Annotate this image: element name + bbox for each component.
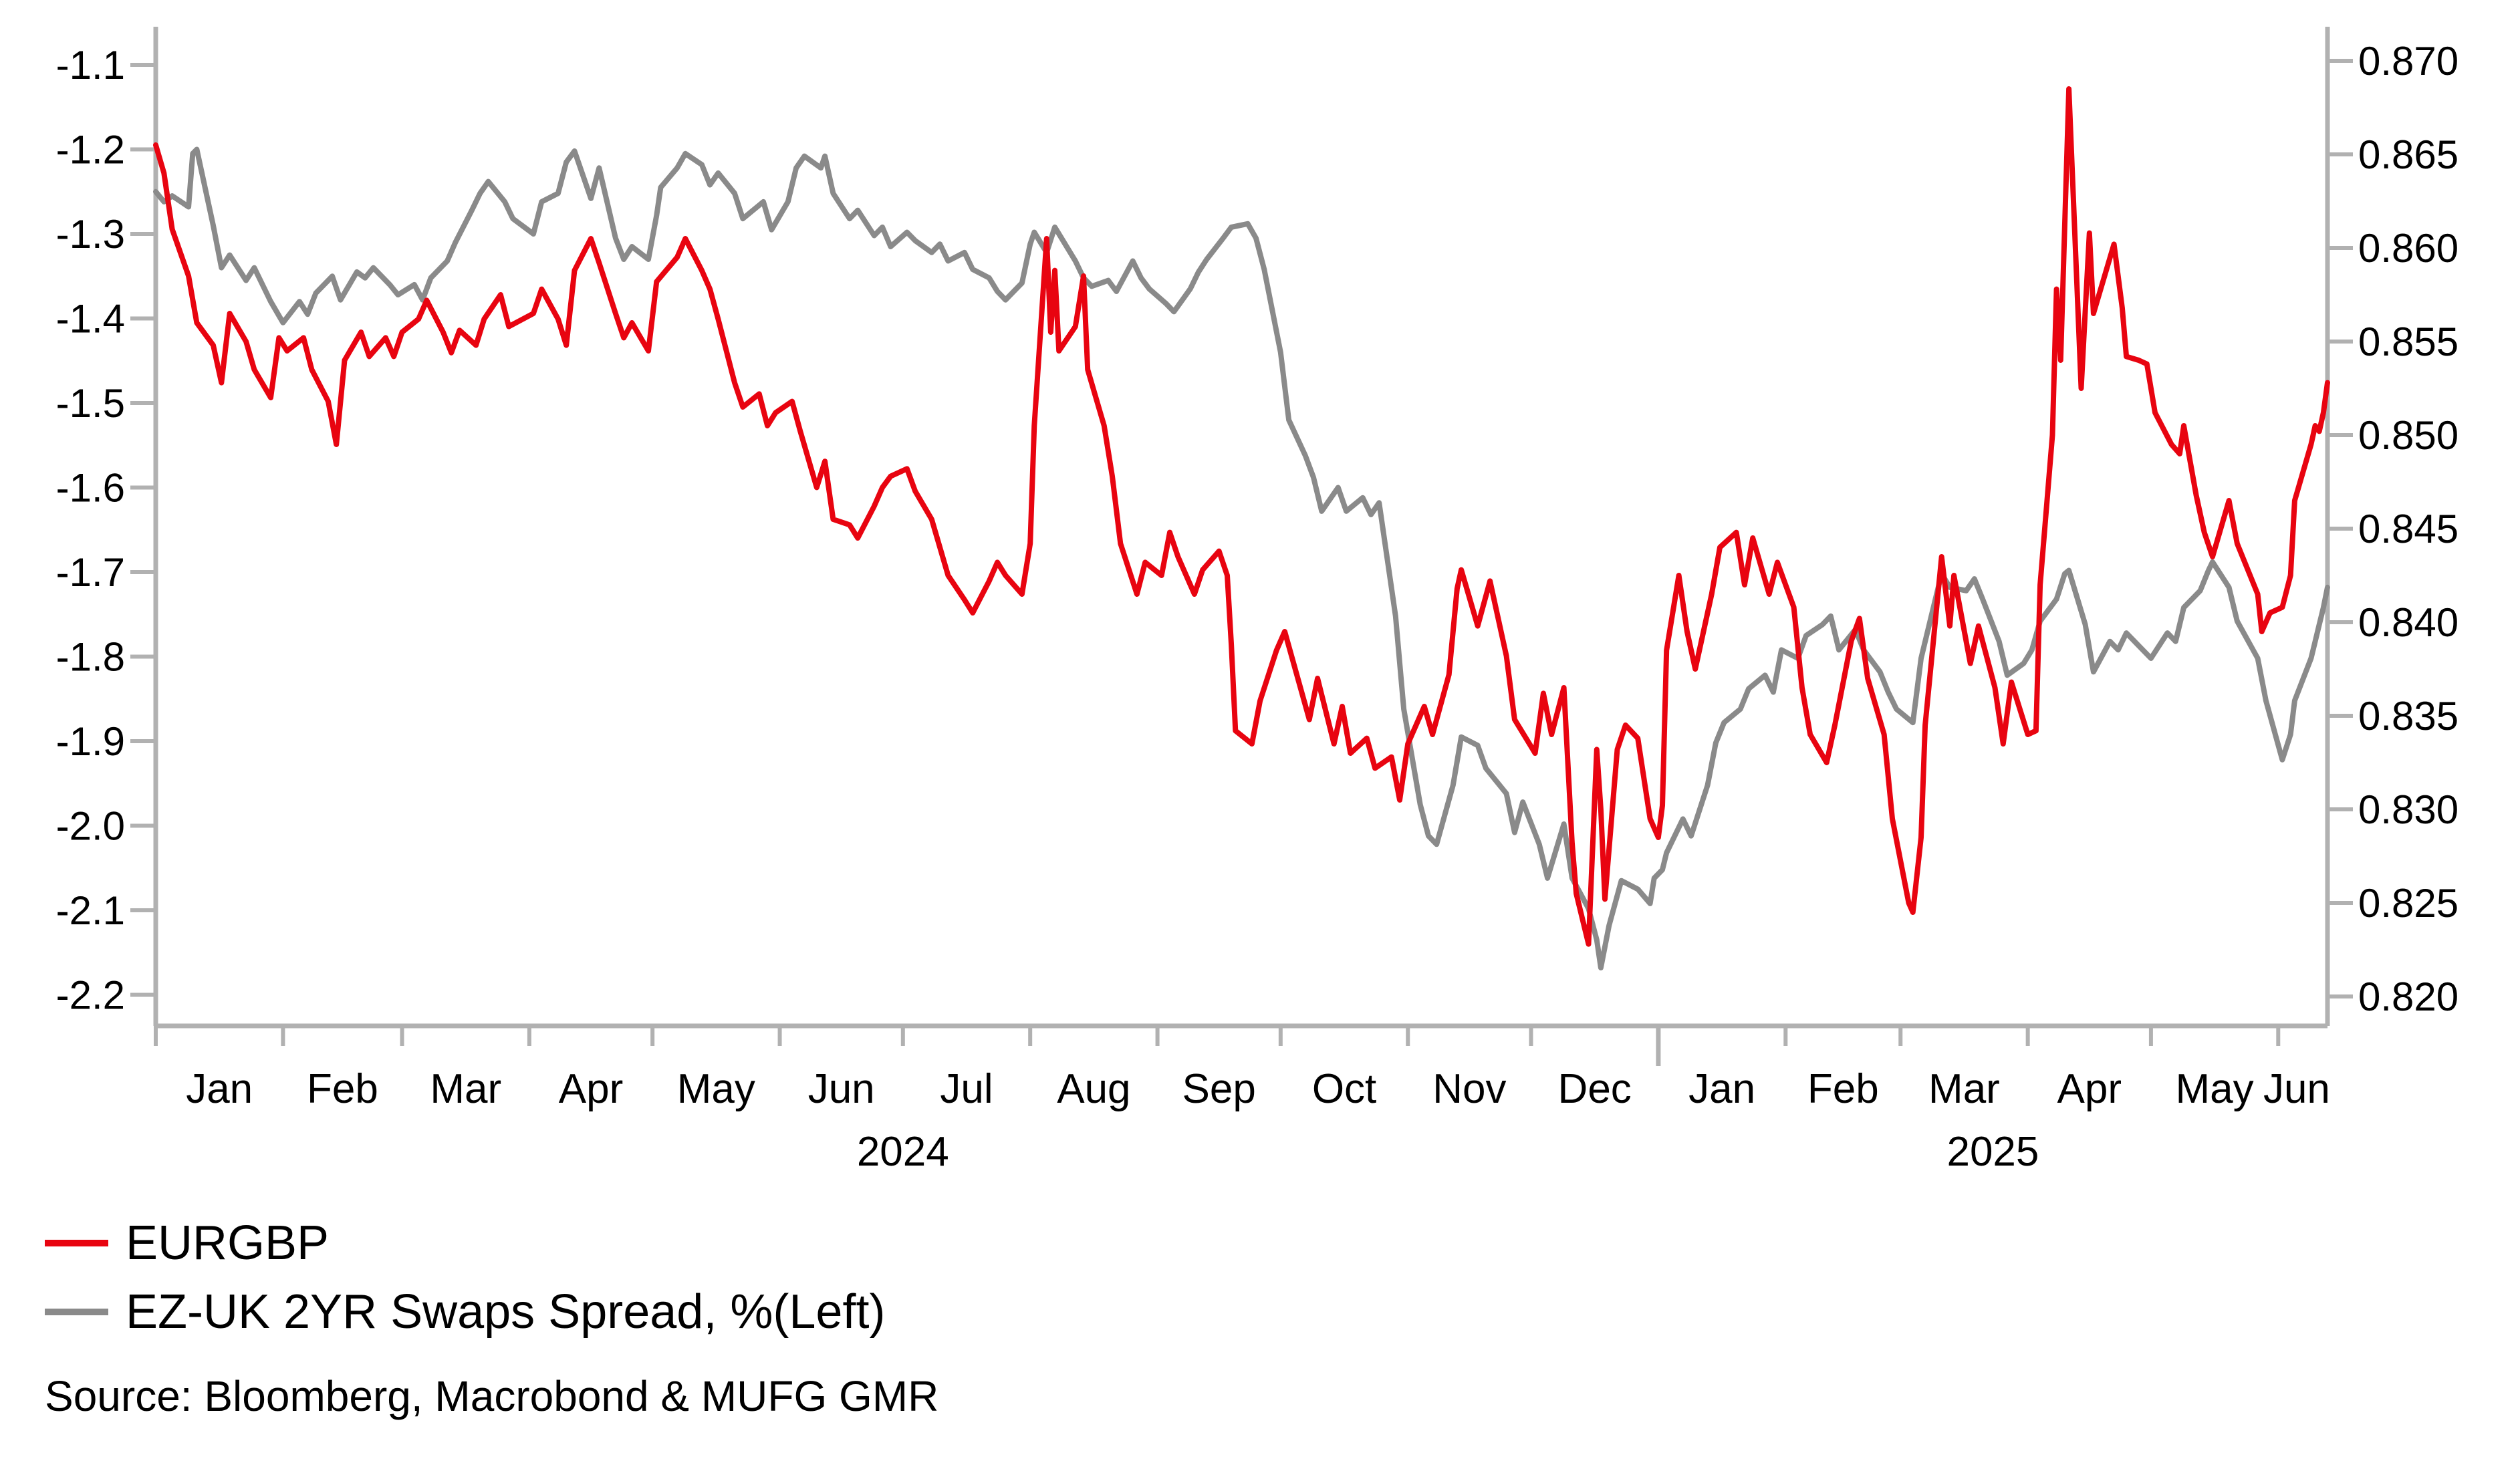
month-label: Jun: [808, 1066, 875, 1112]
left-axis-tick-label: -1.5: [56, 381, 125, 426]
left-axis-tick-label: -1.1: [56, 43, 125, 88]
month-label: Mar: [430, 1066, 501, 1112]
gray-line-swatch-icon: [45, 1308, 108, 1315]
left-axis-tick-label: -2.0: [56, 804, 125, 849]
year-label-2025: 2025: [1946, 1129, 2039, 1175]
month-label: Apr: [2057, 1066, 2122, 1112]
left-axis-tick-label: -1.4: [56, 297, 125, 342]
left-axis-tick-label: -1.2: [56, 128, 125, 172]
left-axis-tick-label: -1.8: [56, 635, 125, 680]
legend-label-eurgbp: EURGBP: [126, 1216, 330, 1270]
year-label-2024: 2024: [857, 1129, 949, 1175]
month-label: Jan: [186, 1066, 253, 1112]
right-axis-tick-label: 0.850: [2358, 413, 2459, 458]
left-axis-tick-label: -2.1: [56, 888, 125, 933]
left-axis-tick-label: -1.3: [56, 212, 125, 257]
legend-item-spread: EZ-UK 2YR Swaps Spread, %(Left): [45, 1277, 885, 1346]
month-label: Mar: [1928, 1066, 2000, 1112]
source-note: Source: Bloomberg, Macrobond & MUFG GMR: [45, 1372, 939, 1420]
series-line-eurgbp: [153, 86, 2330, 947]
month-label: May: [677, 1066, 755, 1112]
month-label: Nov: [1432, 1066, 1506, 1112]
legend-label-spread: EZ-UK 2YR Swaps Spread, %(Left): [126, 1285, 886, 1339]
month-label: Feb: [307, 1066, 378, 1112]
right-axis-tick-label: 0.855: [2358, 319, 2459, 364]
series-line-spread: [153, 146, 2330, 970]
month-label: Dec: [1558, 1066, 1632, 1112]
month-label: May: [2176, 1066, 2254, 1112]
month-label: Sep: [1182, 1066, 1256, 1112]
right-axis-tick-label: 0.830: [2358, 787, 2459, 832]
left-axis-tick-label: -1.7: [56, 550, 125, 595]
right-axis-tick-label: 0.840: [2358, 600, 2459, 645]
left-axis-tick-label: -1.6: [56, 466, 125, 511]
right-axis-tick-label: 0.820: [2358, 974, 2459, 1019]
right-axis-tick-label: 0.870: [2358, 39, 2459, 84]
month-label: Apr: [559, 1066, 623, 1112]
legend: EURGBP EZ-UK 2YR Swaps Spread, %(Left): [45, 1208, 885, 1346]
right-axis-tick-label: 0.845: [2358, 507, 2459, 551]
right-axis-tick-label: 0.835: [2358, 694, 2459, 739]
legend-item-eurgbp: EURGBP: [45, 1208, 885, 1277]
red-line-swatch-icon: [45, 1239, 108, 1246]
month-label: Jun: [2263, 1066, 2330, 1112]
month-label: Jul: [940, 1066, 993, 1112]
left-axis-tick-label: -2.2: [56, 973, 125, 1018]
month-label: Jan: [1688, 1066, 1755, 1112]
month-label: Aug: [1057, 1066, 1130, 1112]
month-label: Feb: [1807, 1066, 1879, 1112]
month-label: Oct: [1312, 1066, 1376, 1112]
right-axis-tick-label: 0.865: [2358, 132, 2459, 177]
right-axis-tick-label: 0.825: [2358, 881, 2459, 926]
left-axis-tick-label: -1.9: [56, 719, 125, 764]
right-axis-tick-label: 0.860: [2358, 226, 2459, 271]
